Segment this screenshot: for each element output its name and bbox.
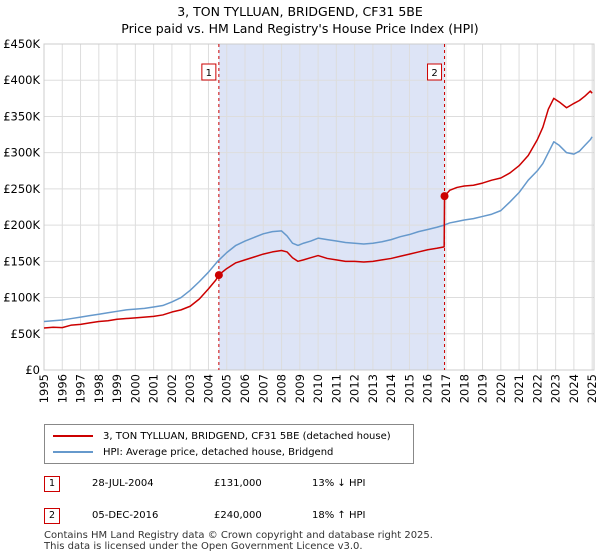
y-tick-label: £0 <box>25 363 40 377</box>
y-tick-label: £50K <box>11 327 41 341</box>
y-tick-label: £250K <box>3 182 40 196</box>
y-tick-label: £300K <box>3 146 40 160</box>
sale-point <box>214 271 223 280</box>
sale-marker-box <box>201 63 217 81</box>
chart-subtitle: Price paid vs. HM Land Registry's House … <box>121 21 479 36</box>
x-tick-label: 2003 <box>183 374 197 403</box>
x-tick-label: 1999 <box>110 374 124 403</box>
x-tick-label: 2023 <box>549 374 563 403</box>
x-tick-label: 2006 <box>238 374 252 403</box>
x-tick-label: 1998 <box>92 374 106 403</box>
legend-swatch-property <box>53 435 93 437</box>
x-tick-label: 2013 <box>366 374 380 403</box>
legend: 3, TON TYLLUAN, BRIDGEND, CF31 5BE (deta… <box>44 424 414 464</box>
y-tick-label: £450K <box>3 37 40 51</box>
x-tick-label: 2002 <box>165 374 179 403</box>
x-tick-label: 2018 <box>457 374 471 403</box>
x-tick-label: 2017 <box>439 374 453 403</box>
x-tick-label: 2015 <box>402 374 416 403</box>
x-tick-label: 2016 <box>421 374 435 403</box>
sale-price: £131,000 <box>214 478 262 489</box>
y-tick-label: £350K <box>3 109 40 123</box>
x-tick-label: 2020 <box>494 374 508 403</box>
x-tick-label: 2008 <box>275 374 289 403</box>
sale-marker-label: 1 <box>206 68 212 79</box>
sale-hpi-change: 13% ↓ HPI <box>312 478 366 489</box>
sale-date: 05-DEC-2016 <box>92 510 159 521</box>
sale-point <box>440 192 449 201</box>
legend-item-hpi: HPI: Average price, detached house, Brid… <box>53 444 333 460</box>
sale-date: 28-JUL-2004 <box>92 478 154 489</box>
x-tick-label: 2012 <box>348 374 362 403</box>
sale-price: £240,000 <box>214 510 262 521</box>
footer-licence: This data is licensed under the Open Gov… <box>44 541 363 552</box>
footer-copyright: Contains HM Land Registry data © Crown c… <box>44 530 433 541</box>
x-tick-label: 2004 <box>201 374 215 403</box>
footer: Contains HM Land Registry data © Crown c… <box>44 530 433 552</box>
ownership-shaded-region <box>218 44 445 370</box>
x-tick-label: 2024 <box>567 374 581 403</box>
legend-item-property: 3, TON TYLLUAN, BRIDGEND, CF31 5BE (deta… <box>53 428 391 444</box>
x-tick-label: 2021 <box>512 374 526 403</box>
property-series-line <box>43 90 593 329</box>
x-tick-label: 2007 <box>256 374 270 403</box>
price-chart: £0 £50K £100K £150K £200K £250K £300K £350K £400… <box>3 37 599 403</box>
x-tick-label: 2025 <box>585 374 599 403</box>
legend-label-hpi: HPI: Average price, detached house, Brid… <box>103 446 334 458</box>
plot-border <box>43 43 595 371</box>
chart-title: 3, TON TYLLUAN, BRIDGEND, CF31 5BE <box>177 4 423 19</box>
sale-marker-box <box>427 63 443 81</box>
x-tick-label: 2005 <box>220 374 234 403</box>
x-tick-label: 2011 <box>329 374 343 403</box>
sale-marker: 2 <box>44 508 60 524</box>
x-tick-label: 2010 <box>311 374 325 403</box>
x-tick-label: 2014 <box>384 374 398 403</box>
x-tick-label: 1997 <box>74 374 88 403</box>
sale-marker: 1 <box>44 476 60 492</box>
x-tick-label: 2019 <box>476 374 490 403</box>
y-tick-label: £200K <box>3 218 40 232</box>
legend-swatch-hpi <box>53 451 93 453</box>
x-tick-label: 2001 <box>147 374 161 403</box>
hpi-series-line <box>43 136 593 323</box>
x-tick-label: 1996 <box>55 374 69 403</box>
sale-hpi-change: 18% ↑ HPI <box>312 510 366 521</box>
x-tick-label: 1995 <box>37 374 51 403</box>
x-tick-label: 2009 <box>293 374 307 403</box>
x-tick-label: 2022 <box>530 374 544 403</box>
sale-marker-label: 2 <box>431 68 437 79</box>
legend-label-property: 3, TON TYLLUAN, BRIDGEND, CF31 5BE (deta… <box>103 430 391 442</box>
y-tick-label: £150K <box>3 254 40 268</box>
x-tick-label: 2000 <box>128 374 142 403</box>
y-tick-label: £100K <box>3 291 40 305</box>
y-tick-label: £400K <box>3 73 40 87</box>
